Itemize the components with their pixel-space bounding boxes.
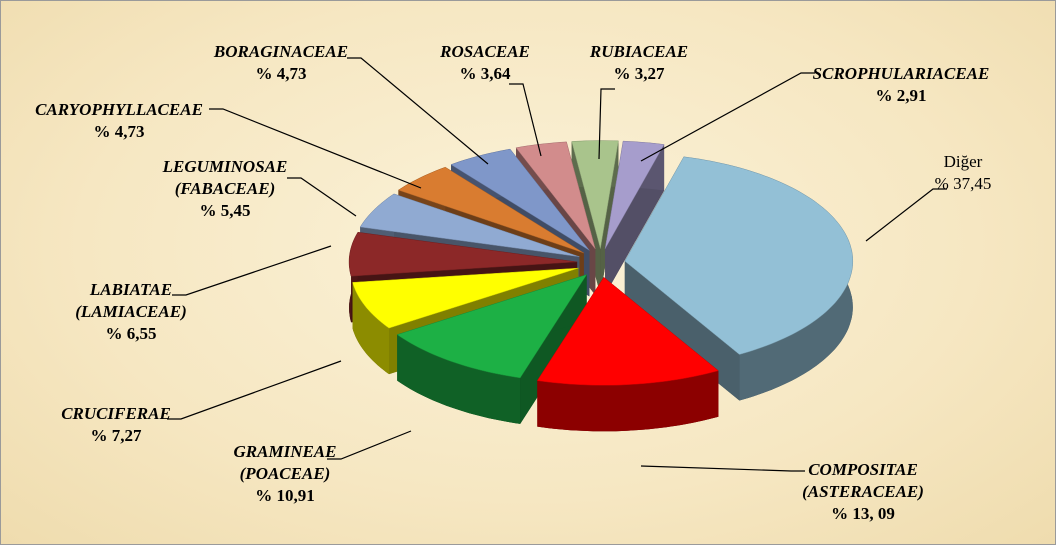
slice-top bbox=[536, 276, 719, 386]
category-name: GRAMINEAE (POACEAE) bbox=[233, 442, 337, 483]
slice-label: LEGUMINOSAE (FABACEAE) % 5,45 bbox=[163, 156, 288, 222]
category-name: ROSACEAE bbox=[440, 42, 530, 61]
slice-top bbox=[450, 148, 590, 251]
category-name: LABIATAE (LAMIACEAE) bbox=[75, 280, 187, 321]
slice-top bbox=[624, 156, 854, 355]
leader-line bbox=[640, 72, 815, 162]
slice-top bbox=[397, 166, 584, 254]
category-name: CARYOPHYLLACEAE bbox=[35, 100, 203, 119]
category-name: Diğer bbox=[943, 152, 983, 171]
leader-line bbox=[287, 177, 357, 217]
value-label: % 6,55 bbox=[105, 324, 157, 343]
slice-label: ROSACEAE % 3,64 bbox=[440, 41, 530, 85]
leader-line bbox=[327, 430, 412, 460]
category-name: LEGUMINOSAE (FABACEAE) bbox=[162, 157, 288, 198]
slice-label: SCROPHULARIACEAE % 2,91 bbox=[813, 63, 990, 107]
category-name: SCROPHULARIACEAE bbox=[812, 64, 990, 83]
leader-line bbox=[509, 83, 542, 157]
slice-top bbox=[604, 140, 665, 249]
slice-top bbox=[352, 267, 579, 329]
value-label: % 4,73 bbox=[255, 64, 307, 83]
value-label: % 10,91 bbox=[255, 486, 315, 505]
leader-line bbox=[167, 360, 342, 420]
value-label: % 7,27 bbox=[90, 426, 142, 445]
slice-top bbox=[515, 141, 596, 250]
value-label: % 3,64 bbox=[459, 64, 511, 83]
slice-label: COMPOSITAE (ASTERACEAE) % 13, 09 bbox=[802, 459, 924, 525]
slice-label: RUBIACEAE % 3,27 bbox=[590, 41, 688, 85]
pie-slice bbox=[604, 140, 665, 295]
slice-wall bbox=[352, 282, 389, 375]
slice-label: CARYOPHYLLACEAE % 4,73 bbox=[35, 99, 203, 143]
pie-slice bbox=[536, 276, 719, 432]
category-name: RUBIACEAE bbox=[589, 42, 689, 61]
slice-top bbox=[348, 231, 578, 277]
slice-label: GRAMINEAE (POACEAE) % 10,91 bbox=[234, 441, 337, 507]
slice-top bbox=[359, 193, 580, 257]
value-label: % 2,91 bbox=[875, 86, 927, 105]
slice-top bbox=[396, 274, 588, 379]
slice-label: CRUCIFERAE % 7,27 bbox=[61, 403, 171, 447]
category-name: CRUCIFERAE bbox=[61, 404, 171, 423]
value-label: % 5,45 bbox=[199, 201, 251, 220]
pie-slice bbox=[396, 274, 588, 424]
category-name: COMPOSITAE (ASTERACEAE) bbox=[802, 460, 924, 501]
leader-line bbox=[640, 465, 805, 472]
leader-line bbox=[209, 108, 422, 189]
leader-line bbox=[347, 57, 489, 165]
value-label: % 13, 09 bbox=[831, 504, 895, 523]
slice-label: LABIATAE (LAMIACEAE) % 6,55 bbox=[75, 279, 186, 345]
slice-wall bbox=[397, 334, 521, 424]
category-name: BORAGINACEAE bbox=[213, 42, 349, 61]
value-label: % 3,27 bbox=[613, 64, 665, 83]
slice-label: BORAGINACEAE % 4,73 bbox=[214, 41, 348, 85]
slice-wall bbox=[537, 370, 719, 432]
leader-line bbox=[172, 245, 332, 296]
value-label: % 37,45 bbox=[934, 174, 992, 193]
value-label: % 4,73 bbox=[93, 122, 145, 141]
leader-line bbox=[598, 88, 615, 160]
slice-label: Diğer % 37,45 bbox=[935, 151, 992, 195]
leader-line bbox=[865, 188, 947, 242]
slice-top bbox=[571, 140, 619, 249]
